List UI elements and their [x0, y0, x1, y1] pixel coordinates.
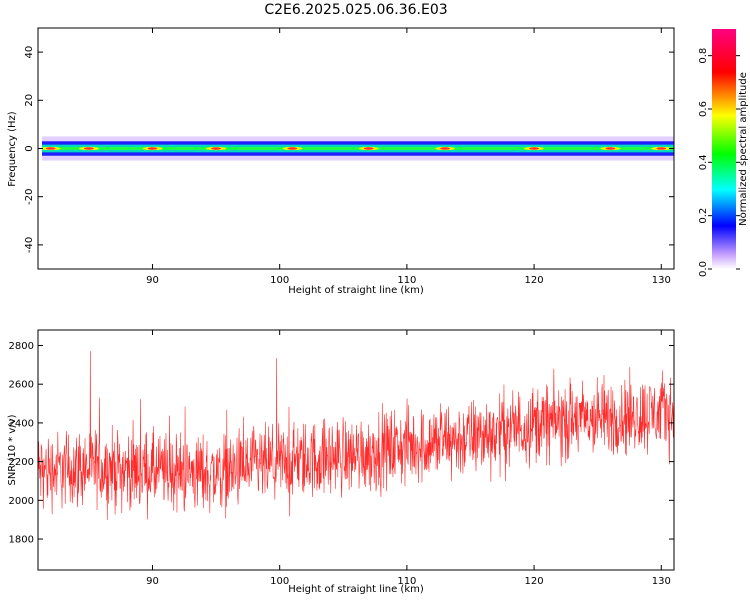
- x-tick-label: 130: [652, 275, 671, 286]
- colorbar-ticks: 0.0 0.2 0.4 0.6 0.8: [698, 48, 740, 277]
- colorbar-tick-label: 0.0: [698, 261, 709, 277]
- colorbar-tick-label: 0.6: [698, 101, 709, 117]
- x-tick-label: 110: [397, 576, 416, 587]
- x-tick-label: 120: [525, 576, 544, 587]
- spectrogram-peak-core: [147, 147, 158, 150]
- colorbar-tick-label: 0.2: [698, 208, 709, 224]
- snr-ylabel: SNR (10 * v/v): [7, 414, 18, 485]
- spectrogram-peak-core: [363, 147, 374, 150]
- y-tick-label: 20: [24, 94, 35, 107]
- figure-title: C2E6.2025.025.06.36.E03: [264, 2, 447, 18]
- spectrogram-peak-core: [83, 147, 94, 150]
- spectrogram-peak-core: [440, 147, 451, 150]
- x-tick-label: 130: [652, 576, 671, 587]
- spectrogram-peak-core: [529, 147, 540, 150]
- spectrogram-peak-core: [45, 147, 56, 150]
- x-tick-label: 100: [270, 576, 289, 587]
- x-tick-label: 120: [525, 275, 544, 286]
- colorbar-tick-label: 0.8: [698, 48, 709, 64]
- colorbar-gradient: [712, 29, 736, 269]
- spectrogram-peak-core: [287, 147, 298, 150]
- x-tick-label: 90: [146, 275, 159, 286]
- snr-series-line: [38, 351, 674, 520]
- y-tick-label: 2000: [9, 496, 34, 507]
- y-tick-label: 2800: [9, 341, 34, 352]
- y-tick-label: 2600: [9, 380, 34, 391]
- y-tick-label: 0: [24, 145, 35, 151]
- y-tick-label: 2400: [9, 418, 34, 429]
- y-tick-label: 40: [24, 46, 35, 59]
- x-tick-label: 90: [146, 576, 159, 587]
- y-tick-label: -20: [24, 189, 35, 205]
- spectrogram-heatmap: [40, 136, 674, 161]
- spectrogram-peak-core: [605, 147, 616, 150]
- y-tick-label: 1800: [9, 535, 34, 546]
- colorbar-label: Normalized spectral amplitude: [738, 72, 749, 226]
- spectrogram-xlabel: Height of straight line (km): [288, 285, 424, 296]
- snr-xlabel: Height of straight line (km): [288, 584, 424, 595]
- spectrogram-peak-core: [211, 147, 222, 150]
- spectrogram-panel: 90 100 110 120 130 -40 -20 0 20 40 Height of stra…: [7, 27, 675, 296]
- snr-ticks: 90 100 110 120 130 1800 2000 2200 2400 2600 2800: [9, 330, 674, 587]
- spectrogram-peak-core: [656, 147, 667, 150]
- y-tick-label: -40: [24, 237, 35, 253]
- snr-frame: [37, 329, 675, 571]
- x-tick-label: 110: [397, 275, 416, 286]
- y-tick-label: 2200: [9, 457, 34, 468]
- snr-panel: 90 100 110 120 130 1800 2000 2200 2400 2600 2800 H…: [7, 329, 675, 595]
- x-tick-label: 100: [270, 275, 289, 286]
- colorbar: 0.0 0.2 0.4 0.6 0.8 Normalized spectral ampl…: [698, 29, 749, 277]
- spectrogram-ylabel: Frequency (Hz): [7, 111, 18, 187]
- colorbar-tick-label: 0.4: [698, 154, 709, 170]
- band-center: [42, 147, 674, 150]
- spectrogram-ticks: 90 100 110 120 130 -40 -20 0 20 40: [24, 28, 674, 286]
